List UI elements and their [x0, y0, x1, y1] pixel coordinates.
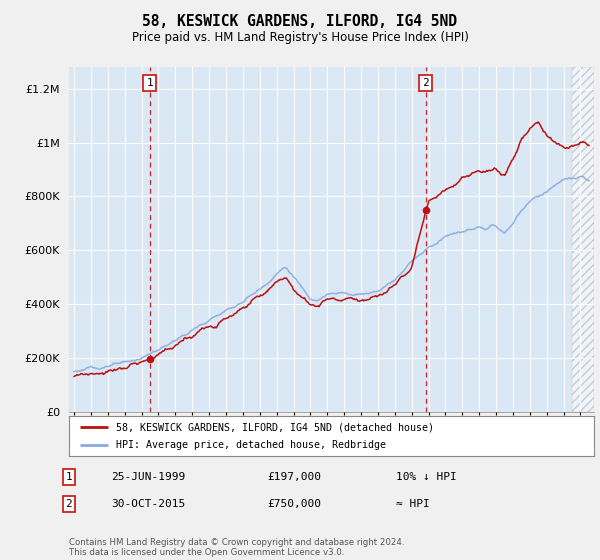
Text: £197,000: £197,000	[267, 472, 321, 482]
Text: ≈ HPI: ≈ HPI	[396, 499, 430, 509]
Text: Price paid vs. HM Land Registry's House Price Index (HPI): Price paid vs. HM Land Registry's House …	[131, 31, 469, 44]
Text: 2: 2	[422, 78, 429, 88]
Text: 58, KESWICK GARDENS, ILFORD, IG4 5ND (detached house): 58, KESWICK GARDENS, ILFORD, IG4 5ND (de…	[116, 422, 434, 432]
Text: 1: 1	[65, 472, 73, 482]
Text: HPI: Average price, detached house, Redbridge: HPI: Average price, detached house, Redb…	[116, 440, 386, 450]
Text: 10% ↓ HPI: 10% ↓ HPI	[396, 472, 457, 482]
Text: £750,000: £750,000	[267, 499, 321, 509]
Text: 2: 2	[65, 499, 73, 509]
Text: 1: 1	[146, 78, 153, 88]
Text: Contains HM Land Registry data © Crown copyright and database right 2024.
This d: Contains HM Land Registry data © Crown c…	[69, 538, 404, 557]
Text: 58, KESWICK GARDENS, ILFORD, IG4 5ND: 58, KESWICK GARDENS, ILFORD, IG4 5ND	[143, 14, 458, 29]
Text: 25-JUN-1999: 25-JUN-1999	[111, 472, 185, 482]
Text: 30-OCT-2015: 30-OCT-2015	[111, 499, 185, 509]
